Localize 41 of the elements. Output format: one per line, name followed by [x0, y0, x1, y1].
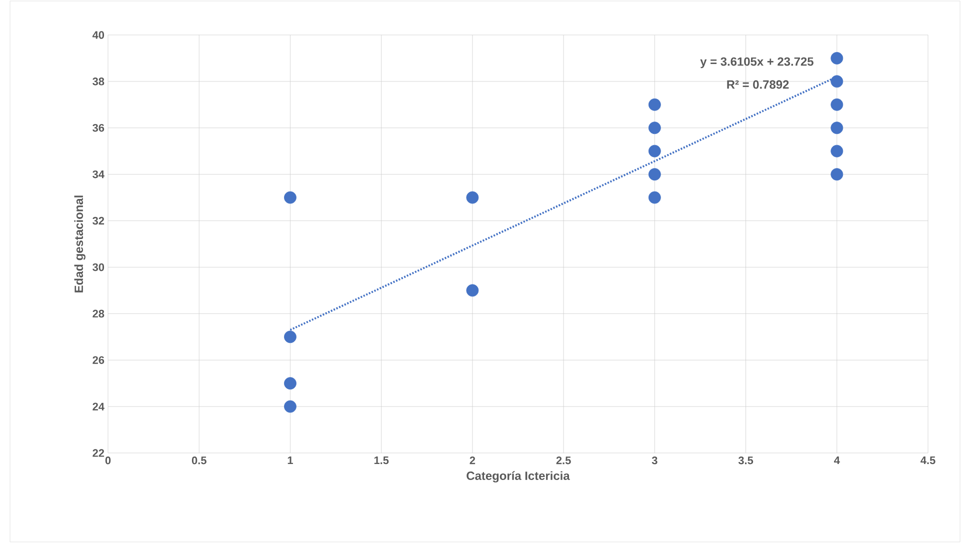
y-tick-label: 32 [92, 216, 104, 225]
point [648, 98, 661, 111]
x-tick-label: 2 [470, 456, 476, 464]
y-tick-label: 24 [92, 402, 104, 410]
y-tick-label: 36 [92, 124, 104, 132]
y-tick-label: 22 [92, 449, 104, 457]
y-axis-title: Edad gestacional [74, 196, 86, 292]
x-tick-label: 3 [652, 456, 658, 464]
x-axis-title: Categoría Ictericia [466, 471, 570, 482]
point [466, 284, 479, 297]
annotation: y = 3.6105x + 23.725 [700, 57, 814, 68]
x-tick-label: 2.5 [556, 456, 571, 464]
x-tick-label: 0.5 [192, 456, 206, 464]
y-tick-label: 40 [92, 31, 104, 39]
point [830, 75, 844, 88]
y-tick-label: 28 [92, 310, 104, 318]
point [284, 377, 296, 390]
point [648, 191, 661, 204]
point [830, 168, 844, 181]
point [830, 52, 844, 64]
x-tick-label: 1 [288, 456, 293, 464]
point [284, 191, 296, 204]
x-tick-label: 4 [834, 456, 840, 464]
point [648, 144, 661, 158]
annotation: R² = 0.7892 [727, 80, 789, 89]
point [648, 122, 661, 134]
x-tick-label: 4.5 [920, 456, 936, 464]
y-tick-label: 34 [92, 170, 104, 178]
x-tick-label: 1.5 [374, 456, 389, 464]
x-tick-label: 3.5 [738, 456, 754, 464]
point [648, 168, 661, 181]
point [830, 98, 844, 111]
point [466, 191, 479, 204]
point [284, 330, 296, 344]
y-tick-label: 26 [92, 356, 104, 364]
point [284, 400, 296, 413]
point [830, 144, 844, 158]
x-tick-label: 0 [105, 456, 111, 464]
y-tick-label: 38 [92, 78, 104, 86]
y-tick-label: 30 [92, 263, 104, 272]
point [830, 122, 844, 134]
